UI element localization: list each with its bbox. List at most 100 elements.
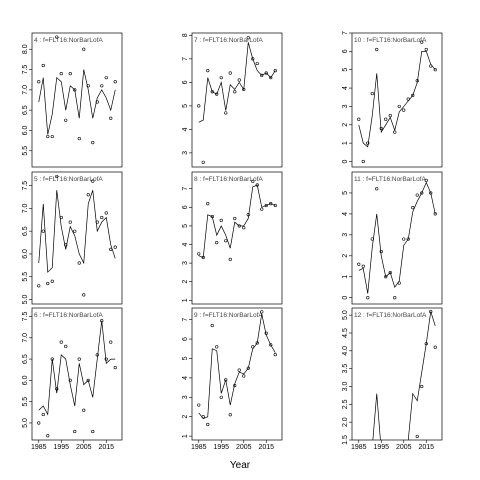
point (255, 183, 259, 187)
point (82, 293, 86, 297)
point (224, 239, 228, 243)
y-tick-label: 5 (342, 191, 349, 195)
point (251, 345, 255, 349)
y-tick-label: 4 (342, 86, 349, 90)
point (375, 187, 379, 191)
panel-frame (351, 171, 443, 305)
point (233, 384, 237, 388)
panel-frame (191, 307, 283, 441)
fit-line (358, 181, 436, 294)
y-tick-label: 3 (182, 395, 189, 399)
point (273, 69, 277, 73)
y-tick-label: 8.0 (22, 44, 29, 54)
point (46, 134, 50, 139)
point (269, 202, 273, 206)
y-tick-label: 5.5 (22, 272, 29, 282)
point (246, 366, 250, 370)
y-tick-label: 5 (182, 356, 189, 360)
panel-title: 4 : f=FLT16:NorBarLofA (34, 37, 103, 44)
y-tick-label: 1 (342, 141, 349, 145)
panel-title: 9 : f=FLT16:NorBarLofA (194, 312, 263, 319)
point (424, 47, 428, 52)
y-tick-label: 7.0 (22, 333, 29, 343)
point (224, 111, 228, 115)
y-tick-label: 5 (182, 104, 189, 108)
point (388, 114, 392, 118)
y-tick-label: 3 (182, 261, 189, 265)
y-tick-label: 6.0 (22, 375, 29, 385)
panel-frame (351, 307, 443, 441)
point (420, 40, 424, 44)
point (429, 191, 433, 195)
point (91, 429, 95, 434)
point (384, 275, 388, 279)
panel-frame (351, 32, 443, 168)
point (41, 412, 45, 417)
point (393, 130, 397, 134)
point (366, 141, 370, 145)
point (113, 366, 117, 370)
point (41, 229, 45, 233)
point (251, 179, 255, 183)
point (206, 69, 210, 73)
x-tick-label: 1985 (191, 444, 207, 451)
y-tick-label: 3.5 (342, 364, 349, 374)
y-tick-label: 1.5 (342, 435, 349, 445)
y-tick-label: 6.0 (22, 249, 29, 259)
y-tick-label: 6.5 (22, 105, 29, 115)
point (237, 78, 241, 82)
point (197, 252, 201, 256)
panel: 12 : f=FLT16:NorBarLofA (354, 309, 437, 440)
point (210, 215, 214, 219)
point (68, 220, 72, 224)
point (59, 340, 63, 344)
point (41, 63, 45, 68)
y-tick-label: 5.5 (22, 146, 29, 156)
point (64, 344, 68, 348)
point (255, 61, 259, 66)
point (406, 97, 410, 101)
point (100, 215, 104, 220)
point (429, 64, 433, 68)
panel: 8 : f=FLT16:NorBarLofA (194, 176, 277, 261)
y-tick-label: 7 (342, 31, 349, 35)
panel-frame (191, 32, 283, 168)
point (415, 193, 419, 197)
point (361, 264, 365, 268)
y-tick-label: 7.5 (22, 181, 29, 191)
panel-title: 8 : f=FLT16:NorBarLofA (194, 176, 263, 183)
point (237, 224, 241, 228)
x-tick-label: 2015 (258, 444, 274, 451)
panel: 7 : f=FLT16:NorBarLofA (194, 36, 277, 164)
y-tick-label: 4 (182, 376, 189, 380)
point (77, 261, 81, 265)
y-tick-label: 2.0 (342, 417, 349, 427)
point (246, 213, 250, 217)
x-tick-label: 2015 (98, 444, 114, 451)
panel-title: 5 : f=FLT16:NorBarLofA (34, 176, 103, 183)
panel: 5 : f=FLT16:NorBarLofA (34, 174, 117, 297)
point (73, 229, 77, 233)
x-tick-label: 2005 (236, 444, 252, 451)
point (59, 215, 63, 220)
y-tick-label: 6 (342, 49, 349, 53)
panel-title: 12 : f=FLT16:NorBarLofA (354, 312, 427, 319)
y-tick-label: 7.5 (22, 65, 29, 75)
point (206, 202, 210, 206)
point (411, 206, 415, 210)
x-tick-label: 1995 (213, 444, 229, 451)
point (113, 245, 117, 249)
y-tick-label: 5.0 (22, 418, 29, 428)
point (82, 408, 86, 412)
y-tick-label: 4 (182, 242, 189, 246)
point (379, 250, 383, 254)
point (388, 270, 392, 275)
point (264, 71, 268, 75)
point (273, 203, 277, 208)
point (64, 118, 68, 122)
point (215, 92, 219, 96)
panel: 9 : f=FLT16:NorBarLofA (194, 310, 277, 427)
panel-title: 6 : f=FLT16:NorBarLofA (34, 312, 103, 319)
fit-line (198, 184, 276, 259)
